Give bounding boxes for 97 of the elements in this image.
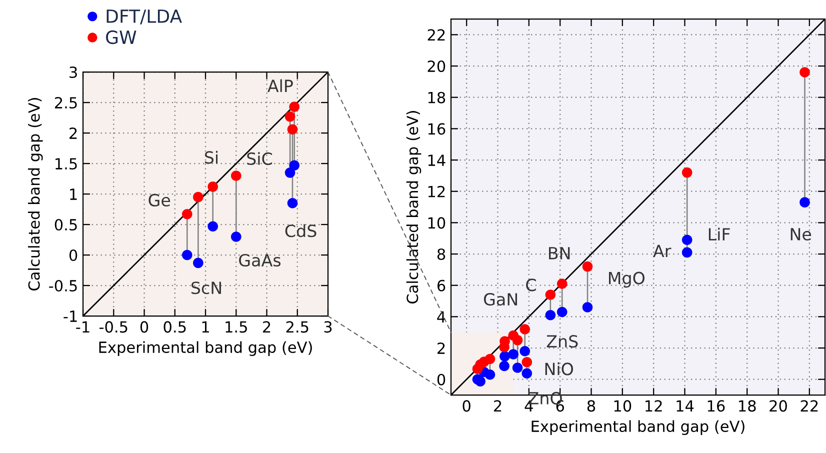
point xyxy=(512,362,523,373)
y-tick-label: 10 xyxy=(428,217,446,229)
point xyxy=(522,368,532,379)
annotation: CdS xyxy=(285,224,316,238)
x-tick-label: 3 xyxy=(324,321,332,333)
y-tick-label: 3 xyxy=(70,66,77,78)
point xyxy=(800,197,810,208)
point xyxy=(512,335,523,346)
point xyxy=(499,360,510,372)
point xyxy=(475,376,486,387)
annotation: GaAs xyxy=(239,254,281,267)
point xyxy=(230,232,242,242)
y-tick-label: 2.5 xyxy=(54,96,77,109)
annotation: MgO xyxy=(608,272,644,288)
x-tick-label: 1.5 xyxy=(226,321,247,333)
point xyxy=(556,306,568,318)
x-tick-label: 12 xyxy=(646,400,662,412)
point xyxy=(230,170,242,181)
annotation: AlP xyxy=(268,79,293,92)
annotation: GaN xyxy=(484,292,517,306)
annotation: Ar xyxy=(653,244,672,258)
point xyxy=(682,234,692,246)
x-tick-label: 18 xyxy=(739,400,756,412)
point xyxy=(508,349,518,360)
point xyxy=(682,167,692,178)
point xyxy=(545,310,556,320)
point xyxy=(287,124,298,135)
y-tick-label: 0 xyxy=(437,374,446,386)
annotation: ZnS xyxy=(546,335,578,348)
x-tick-label: 2 xyxy=(494,400,502,412)
y-tick-label: 16 xyxy=(428,123,446,135)
point xyxy=(520,324,530,334)
y-tick-label: 1.5 xyxy=(56,158,77,170)
annotation: BN xyxy=(549,247,570,260)
x-tick-label: 22 xyxy=(800,400,818,412)
x-tick-label: 16 xyxy=(708,400,725,412)
x-axis-title: Experimental band gap (eV) xyxy=(99,341,312,356)
point xyxy=(193,258,204,268)
x-tick-label: 0 xyxy=(462,400,470,412)
point xyxy=(289,102,300,112)
y-tick-label: 2 xyxy=(70,127,77,139)
y-tick-label: 12 xyxy=(428,186,445,198)
x-tick-label: 0 xyxy=(140,321,148,333)
point xyxy=(182,209,192,220)
y-tick-label: -0.5 xyxy=(49,280,77,292)
point xyxy=(182,250,192,260)
point xyxy=(289,160,300,170)
annotation: Ge xyxy=(148,194,170,206)
y-tick-label: 1 xyxy=(70,188,77,200)
point xyxy=(545,290,556,300)
point xyxy=(208,221,218,232)
point xyxy=(284,111,296,122)
annotation: ScN xyxy=(191,282,221,294)
y-tick-label: 20 xyxy=(428,60,446,72)
y-tick-label: 6 xyxy=(437,280,446,292)
y-axis-title: Calculated band gap (eV) xyxy=(28,98,43,290)
point xyxy=(500,336,510,346)
annotation: SiC xyxy=(247,152,272,166)
y-tick-label: 2 xyxy=(438,342,445,354)
legend-label: GW xyxy=(106,30,136,44)
legend-label: DFT/LDA xyxy=(106,10,182,24)
x-tick-label: 14 xyxy=(676,400,694,412)
point xyxy=(484,370,496,380)
point xyxy=(522,356,532,368)
point xyxy=(800,67,810,78)
y-tick-label: -1 xyxy=(64,310,77,322)
annotation: LiF xyxy=(708,228,730,240)
point xyxy=(520,346,530,356)
y-tick-label: 22 xyxy=(428,29,445,40)
x-tick-label: 20 xyxy=(770,400,787,412)
point xyxy=(287,198,298,208)
y-tick-label: 14 xyxy=(428,154,446,166)
x-axis-title: Experimental band gap (eV) xyxy=(532,420,744,436)
x-tick-label: 0.5 xyxy=(164,321,186,333)
point xyxy=(556,278,568,289)
point xyxy=(208,182,218,192)
x-tick-label: 8 xyxy=(587,400,596,412)
point xyxy=(682,247,692,258)
point xyxy=(484,354,496,364)
point xyxy=(582,302,593,312)
point xyxy=(582,261,593,272)
y-tick-label: 0.5 xyxy=(54,218,77,231)
point xyxy=(284,168,296,178)
y-axis-title: Calculated band gap (eV) xyxy=(406,111,422,304)
x-tick-label: 2 xyxy=(263,321,270,332)
annotation: NiO xyxy=(545,362,574,376)
annotation: Si xyxy=(204,150,218,164)
annotation: Ne xyxy=(790,228,812,240)
x-tick-label: 10 xyxy=(614,400,632,412)
y-tick-label: 0 xyxy=(69,249,78,262)
x-tick-label: -0.5 xyxy=(99,321,128,333)
point xyxy=(193,192,204,202)
x-tick-label: 1 xyxy=(202,321,209,332)
annotation: C xyxy=(526,278,536,292)
y-tick-label: 18 xyxy=(428,92,446,104)
x-tick-label: 2.5 xyxy=(286,321,308,333)
y-tick-label: 8 xyxy=(437,248,446,260)
